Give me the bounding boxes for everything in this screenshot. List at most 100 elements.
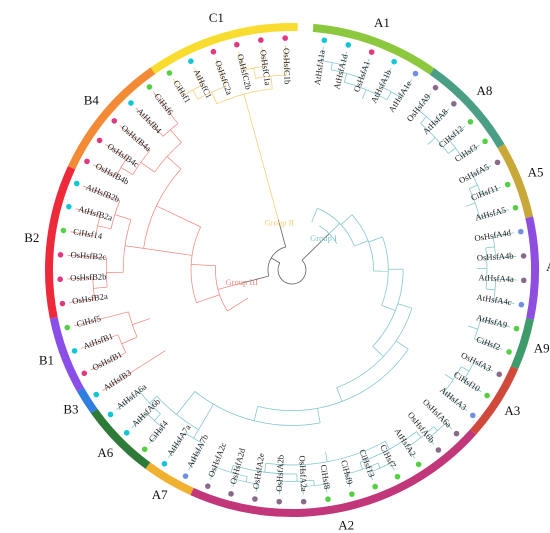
leaf-dot (71, 348, 78, 354)
ring-segment-b4 (67, 67, 156, 170)
leaf-label-cihsf8: CiHsf8 (319, 464, 333, 490)
leaf-dot (512, 204, 519, 211)
leaf-dot (496, 371, 503, 378)
leaf-dot (513, 325, 520, 332)
internal-branch (243, 94, 249, 109)
leaf-label-athsfa7b: AtHsfA7b (185, 433, 210, 469)
leaf-label-oshsfc2b: OsHsfC2b (235, 53, 253, 91)
ring-segment-a9 (510, 318, 534, 370)
node-arc (472, 175, 483, 196)
internal-branch (149, 396, 158, 404)
subfamily-label-b2: B2 (24, 230, 39, 245)
leaf-label-cihsf2: CiHsf2 (475, 334, 502, 352)
subfamily-ring (44, 23, 539, 517)
leaf-branch (390, 462, 395, 471)
leaf-label-cihsf10: CiHsf10 (452, 369, 482, 393)
leaf-dot (518, 301, 525, 308)
backbone-arc (257, 348, 409, 411)
leaf-branch (193, 67, 203, 86)
leaf-dot (128, 100, 134, 106)
root-branch (301, 233, 330, 261)
internal-branch (170, 129, 182, 143)
leaf-dot (111, 118, 118, 124)
backbone-branch (176, 391, 196, 415)
leaf-dot (210, 48, 217, 55)
internal-branch (377, 462, 381, 469)
backbone-branch (368, 236, 383, 243)
leaf-label-oshsfb2a: OsHsfB2a (71, 291, 108, 306)
internal-branch (386, 91, 392, 100)
leaf-branch (101, 350, 166, 392)
leaf-label-athsfa3: AtHsfA3 (438, 385, 469, 413)
root-branch (241, 275, 269, 284)
backbone-arc (372, 269, 404, 347)
leaf-dot (467, 118, 474, 125)
node-arc (346, 462, 379, 475)
leaf-label-athsfa1d: AtHsfA1d (331, 52, 350, 90)
subfamily-label-b3: B3 (63, 402, 78, 417)
leaf-branch (255, 483, 258, 493)
ring-segment-a2 (190, 429, 477, 517)
ring-segment-a8 (429, 68, 505, 149)
root-branch (271, 257, 281, 264)
leaf-dot (300, 498, 307, 505)
leaf-label-oshsfa2a: OsHsfA2a (297, 455, 309, 492)
subfamily-label-b4: B4 (84, 93, 100, 108)
leaf-dot (412, 70, 419, 77)
leaf-dot (394, 473, 401, 480)
internal-branch (361, 89, 367, 100)
leaf-branch (443, 391, 468, 412)
leaf-dot (349, 491, 355, 497)
leaf-branch (69, 298, 95, 303)
leaf-branch (279, 481, 281, 495)
node-arc (117, 334, 127, 353)
leaf-label-oshsfa3: OsHsfA3 (460, 350, 493, 374)
leaf-label-cihsf7: CiHsf7 (378, 443, 399, 470)
leaf-branch (119, 125, 151, 151)
leaf-dot (432, 84, 439, 91)
leaf-dot (182, 473, 189, 479)
leaf-label-athsfb2b: AtHsfB2b (85, 182, 122, 204)
leaf-branch (361, 58, 370, 79)
leaf-dot (482, 138, 488, 145)
leaf-branch (261, 46, 265, 67)
subfamily-label-a4: A4 (546, 259, 550, 274)
leaf-dot (81, 370, 88, 377)
leaf-label-oshsfb2c: OsHsfB2c (70, 249, 107, 261)
root-arc (277, 259, 307, 285)
leaf-branch (321, 47, 324, 61)
leaf-dot (205, 483, 211, 489)
leaf-branch (167, 432, 186, 459)
internal-branch (264, 463, 267, 473)
internal-branch (132, 318, 151, 325)
group-label-iii: Group III (226, 277, 259, 287)
backbone-branch (253, 406, 259, 421)
leaf-label-cihsf5: CiHsf5 (75, 313, 102, 329)
leaf-dot (96, 137, 103, 144)
leaf-branch (148, 427, 163, 445)
leaf-branch (493, 300, 515, 305)
node-arc (443, 366, 462, 393)
node-arc (468, 188, 481, 218)
node-arc (233, 464, 297, 475)
leaf-dot (57, 251, 64, 258)
leaf-dot (66, 203, 72, 210)
backbone-branch (143, 248, 193, 256)
node-arc (243, 65, 265, 71)
leaf-branch (75, 208, 101, 216)
leaf-branch (135, 107, 164, 137)
leaf-branch (105, 144, 127, 159)
subfamily-labels: A1 A8 A5 A4 A9 A3 A2 A7 A6 B3 B1 B2 B4 C1 (24, 10, 550, 532)
backbone-branch (397, 303, 413, 309)
leaf-branch (434, 108, 450, 125)
leaf-label-athsfa1b: AtHsfA1b (369, 68, 394, 105)
leaf-label-oshsfa4d: OsHsfA4d (474, 227, 513, 243)
subfamily-label-a7: A7 (152, 487, 168, 502)
internal-branch (433, 426, 438, 432)
node-arc (110, 200, 121, 229)
node-arc (359, 431, 417, 463)
backbone-branch (340, 214, 353, 225)
leaf-branch (131, 412, 147, 429)
leaf-dot (57, 276, 63, 283)
ring-segment-a3 (470, 366, 519, 435)
